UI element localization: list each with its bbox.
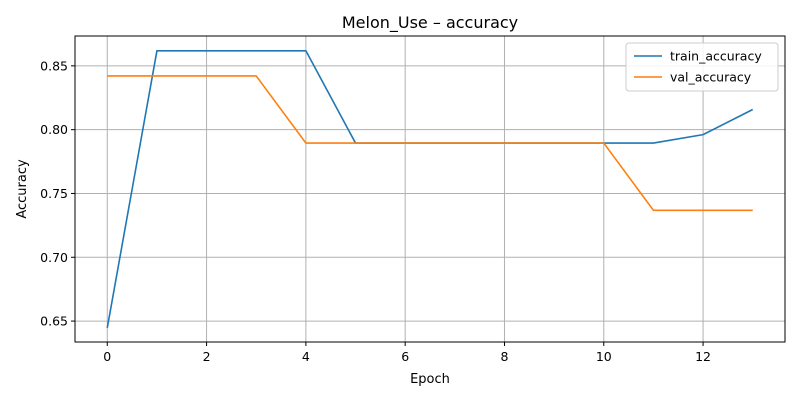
x-axis-label: Epoch	[410, 372, 450, 387]
chart-title: Melon_Use – accuracy	[342, 13, 518, 33]
y-axis: 0.65 0.70 0.75 0.80 0.85	[40, 58, 75, 329]
x-tick-label: 6	[401, 349, 409, 364]
x-tick-label: 4	[302, 349, 310, 364]
series-line-train-accuracy	[106, 49, 754, 328]
x-tick-label: 0	[103, 349, 111, 364]
legend: train_accuracy val_accuracy	[625, 42, 779, 92]
y-axis-label: Accuracy	[15, 159, 30, 219]
legend-label: train_accuracy	[670, 49, 762, 64]
plot-frame	[74, 35, 786, 343]
series-layer	[106, 49, 754, 328]
x-tick-label: 2	[203, 349, 211, 364]
y-tick-label: 0.75	[40, 186, 68, 201]
x-tick-label: 8	[500, 349, 508, 364]
y-tick-label: 0.70	[40, 250, 68, 265]
legend-label: val_accuracy	[670, 70, 752, 85]
y-tick-label: 0.80	[40, 122, 68, 137]
legend-box	[625, 42, 779, 92]
series-line-val-accuracy	[107, 75, 753, 212]
y-tick-label: 0.85	[40, 58, 68, 73]
grid	[75, 36, 785, 342]
x-axis: 0 2 4 6 8 10 12	[103, 342, 711, 364]
x-tick-label: 10	[596, 349, 612, 364]
x-tick-label: 12	[695, 349, 711, 364]
y-tick-label: 0.65	[40, 314, 68, 329]
